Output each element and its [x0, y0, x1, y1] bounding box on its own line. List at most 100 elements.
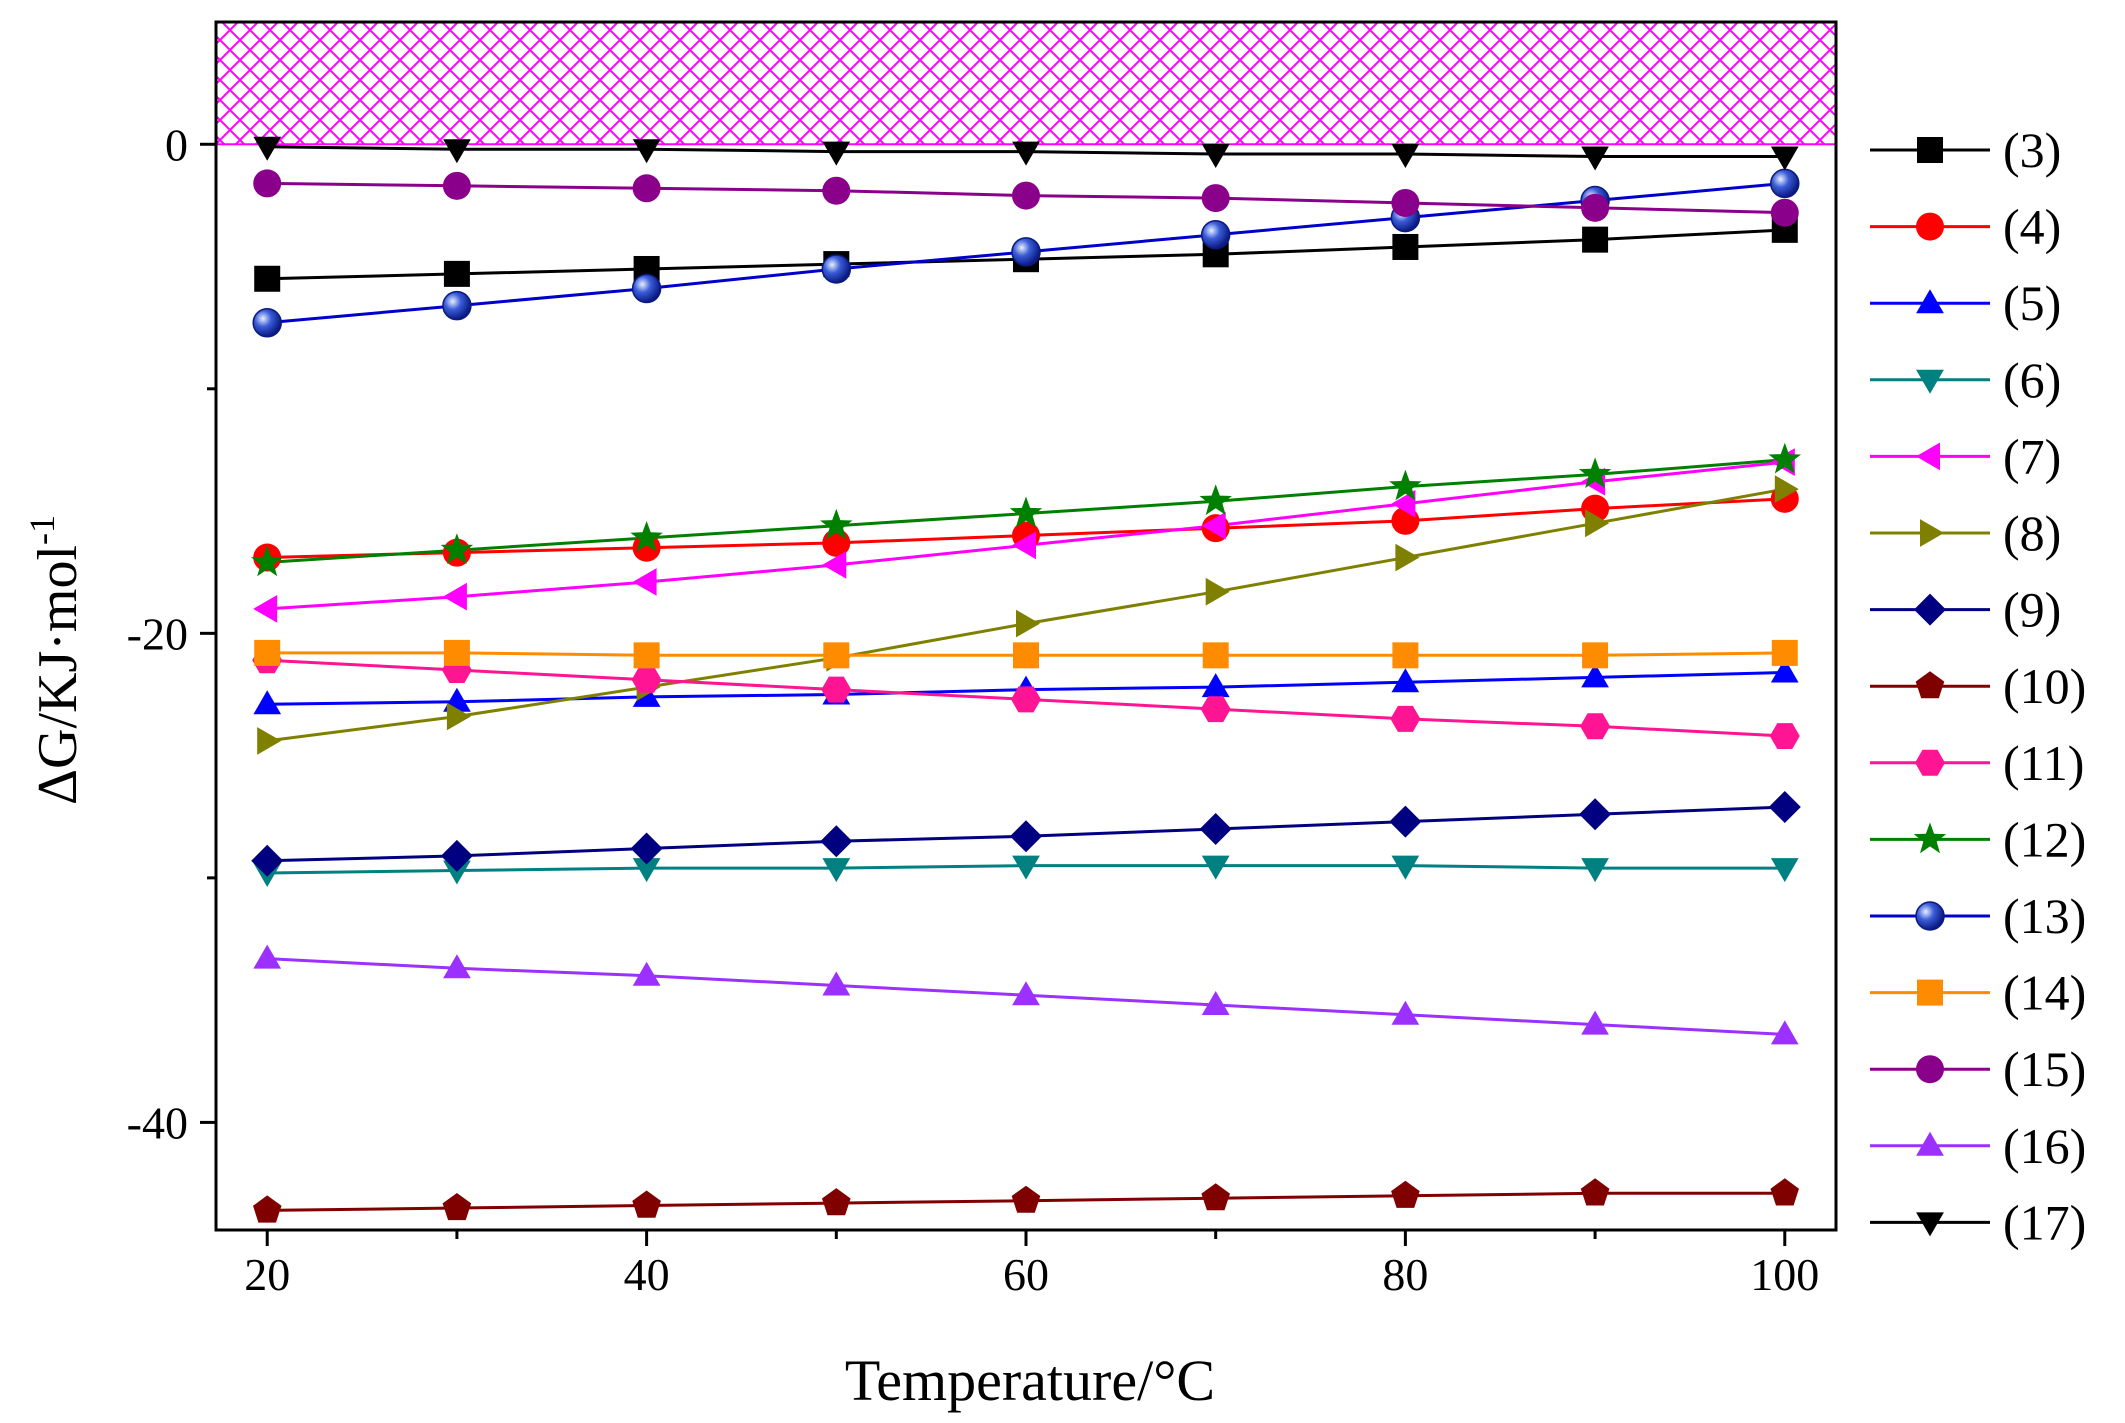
series-13-point — [631, 273, 662, 304]
legend-item-3-label: (3) — [2003, 122, 2061, 178]
y-tick-label: -40 — [127, 1097, 188, 1148]
legend-item-8-label: (8) — [2003, 505, 2061, 561]
series-10-point — [632, 1190, 661, 1218]
legend-item-12-label: (12) — [2003, 811, 2086, 867]
x-tick-label: 40 — [624, 1249, 670, 1300]
legend-item-17-label: (17) — [2003, 1194, 2086, 1250]
shaded-region — [215, 21, 1837, 146]
series-11-point — [821, 676, 852, 703]
legend-item-7-marker — [1916, 442, 1940, 471]
series-16-point — [1391, 1000, 1420, 1025]
legend-item-13-label: (13) — [2003, 888, 2086, 944]
series-10-point — [253, 1195, 282, 1223]
series-17-point — [253, 136, 282, 161]
legend-item-5-label: (5) — [2003, 275, 2061, 331]
series-12-point — [251, 545, 284, 577]
series-14-point — [1582, 642, 1609, 669]
series-15-point — [822, 176, 851, 205]
series-11-point — [1011, 686, 1041, 713]
series-5-point — [253, 690, 282, 715]
legend-item-9-label: (9) — [2003, 582, 2061, 638]
series-16-point — [1012, 981, 1040, 1006]
series-12-point — [1578, 457, 1612, 489]
series-9-point — [630, 832, 663, 865]
series-8-point — [1585, 509, 1610, 538]
x-tick-label: 100 — [1750, 1249, 1819, 1300]
legend-item-14-marker — [1917, 979, 1943, 1006]
legend-item-14-label: (14) — [2003, 965, 2086, 1021]
series-17-point — [1581, 146, 1609, 171]
series-12-point — [630, 521, 663, 552]
series-8-point — [1016, 609, 1040, 638]
series-9-point — [1199, 813, 1232, 845]
axes-layer: 20 40 60 80 100 0 -20 -40 — [127, 20, 1838, 1300]
series-12-point — [1009, 496, 1043, 528]
series-6-point — [1012, 855, 1040, 880]
series-12-point — [1389, 469, 1422, 501]
legend-item-11-label: (11) — [2003, 735, 2084, 791]
series-17-point — [1012, 141, 1040, 166]
series-6-point — [443, 860, 471, 885]
series-7-point — [822, 551, 847, 579]
series-6-point — [822, 858, 851, 883]
series-15-point — [1012, 181, 1040, 210]
legend-item-17-marker — [1916, 1212, 1944, 1237]
series-11-point — [1390, 705, 1421, 732]
legend-item-13-marker — [1915, 901, 1945, 931]
series-15-point — [253, 169, 282, 198]
legend-item-16-marker — [1916, 1131, 1944, 1156]
series-16-point — [1201, 991, 1230, 1015]
series-9-point — [251, 844, 284, 877]
y-axis-label-sup: -1 — [22, 515, 62, 545]
x-tick-label: 20 — [244, 1249, 290, 1300]
series-11-point — [1580, 713, 1611, 740]
series-14-point — [443, 639, 470, 666]
series-12-point — [820, 508, 853, 540]
series-15-point — [1201, 184, 1230, 213]
legend-item-6-label: (6) — [2003, 352, 2061, 408]
series-12-point — [1199, 484, 1232, 515]
series-7-point — [1391, 489, 1416, 518]
series-16-point — [1770, 1020, 1799, 1045]
series-13-point — [1770, 168, 1800, 199]
legend-item-9-marker — [1914, 593, 1946, 626]
series-15-point — [1581, 193, 1610, 222]
series-8-point — [1205, 577, 1230, 606]
series-11-point — [631, 666, 662, 693]
series-6-point — [632, 858, 661, 883]
series-12-point — [440, 533, 474, 564]
series-5-point — [1581, 663, 1609, 688]
series-10-point — [1201, 1183, 1230, 1211]
series-13-point — [252, 308, 282, 338]
series-17-point — [1201, 144, 1230, 168]
series-5-point — [1201, 673, 1230, 698]
series-17-point — [1391, 144, 1420, 168]
series-14-point — [823, 642, 850, 669]
series-9-point — [1010, 820, 1042, 853]
series-16-point — [443, 954, 471, 979]
series-17-point — [1770, 146, 1799, 171]
series-10-point — [822, 1188, 851, 1216]
series-9-point — [440, 839, 473, 872]
series-markers-layer — [251, 136, 1801, 1223]
x-tick-label: 60 — [1003, 1249, 1049, 1300]
legend-item-16-label: (16) — [2003, 1118, 2086, 1174]
series-15-point — [1391, 188, 1420, 217]
series-17-point — [632, 139, 661, 164]
series-7-point — [253, 595, 278, 623]
series-3-point — [1582, 226, 1609, 253]
legend-item-12-marker — [1913, 822, 1947, 854]
series-8-point — [1395, 543, 1420, 572]
legend-item-7-label: (7) — [2003, 428, 2061, 484]
legend-item-15-label: (15) — [2003, 1041, 2086, 1097]
series-9-point — [1579, 798, 1612, 831]
legend-item-10-marker — [1915, 671, 1945, 699]
series-14-point — [1202, 642, 1229, 669]
legend-item-15-marker — [1916, 1055, 1944, 1084]
y-axis-label-main: ΔG/KJ·mol — [27, 545, 89, 805]
x-tick-label: 80 — [1382, 1249, 1428, 1300]
series-17-point — [822, 141, 851, 166]
series-13-point — [1011, 237, 1041, 267]
